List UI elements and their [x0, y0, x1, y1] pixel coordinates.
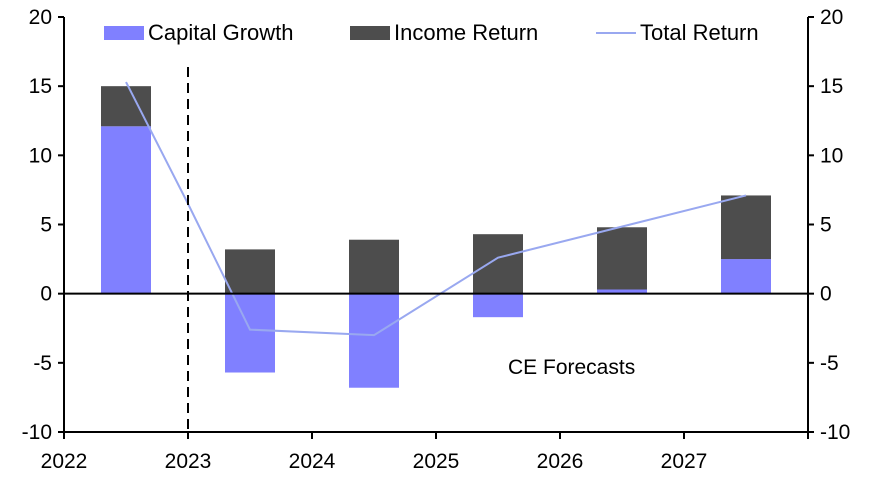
x-tick-label: 2026: [537, 450, 584, 473]
y-tick-label-right: 20: [820, 6, 843, 29]
y-tick-label-left: 0: [40, 283, 52, 306]
bar-income-return-2025: [473, 234, 523, 294]
x-tick-label: 2022: [41, 450, 88, 473]
legend-swatch-capital-growth: [104, 26, 144, 40]
bar-capital-growth-2022: [101, 126, 151, 294]
total-return-line: [125, 81, 747, 337]
bar-capital-growth-2025: [473, 293, 523, 318]
y-tick-label-right: -5: [820, 352, 839, 375]
legend-label-income-return: Income Return: [394, 20, 538, 45]
bar-income-return-2026: [597, 227, 647, 290]
bar-income-return-2024: [349, 239, 399, 294]
y-tick-label-right: 5: [820, 214, 832, 237]
bar-capital-growth-2027: [721, 259, 771, 294]
legend-swatch-income-return: [350, 26, 390, 40]
axes-layer: -10 -10 -5 -5 0 0 5 5 10 10 15 15 20 20 2022 2023 2024 20…: [22, 6, 851, 473]
total-return-line-layer: [125, 81, 747, 337]
y-tick-label-right: 10: [820, 144, 843, 167]
annotation-ce-forecasts: CE Forecasts: [508, 356, 635, 379]
bar-capital-growth-2024: [349, 293, 399, 388]
x-tick-label: 2024: [289, 450, 336, 473]
bar-income-return-2022: [101, 86, 151, 127]
legend: Capital Growth Income Return Total Retur…: [104, 20, 759, 45]
x-tick-label: 2025: [413, 450, 460, 473]
bar-income-return-2023: [225, 249, 275, 294]
y-tick-label-right: 0: [820, 283, 832, 306]
y-tick-label-left: 10: [29, 144, 52, 167]
y-tick-label-right: -10: [820, 421, 850, 444]
x-tick-label: 2027: [661, 450, 708, 473]
legend-label-capital-growth: Capital Growth: [148, 20, 294, 45]
bar-income-return-2027: [721, 195, 771, 260]
bar-capital-growth-2023: [225, 293, 275, 373]
y-tick-label-left: 20: [29, 6, 52, 29]
x-tick-label: 2023: [165, 450, 212, 473]
bar-capital-growth-2026: [597, 289, 647, 294]
bars-layer: [101, 86, 771, 388]
y-tick-label-left: -5: [33, 352, 52, 375]
y-tick-label-left: 15: [29, 75, 52, 98]
legend-label-total-return: Total Return: [640, 20, 759, 45]
y-tick-label-left: 5: [40, 214, 52, 237]
y-tick-label-left: -10: [22, 421, 52, 444]
y-tick-label-right: 15: [820, 75, 843, 98]
